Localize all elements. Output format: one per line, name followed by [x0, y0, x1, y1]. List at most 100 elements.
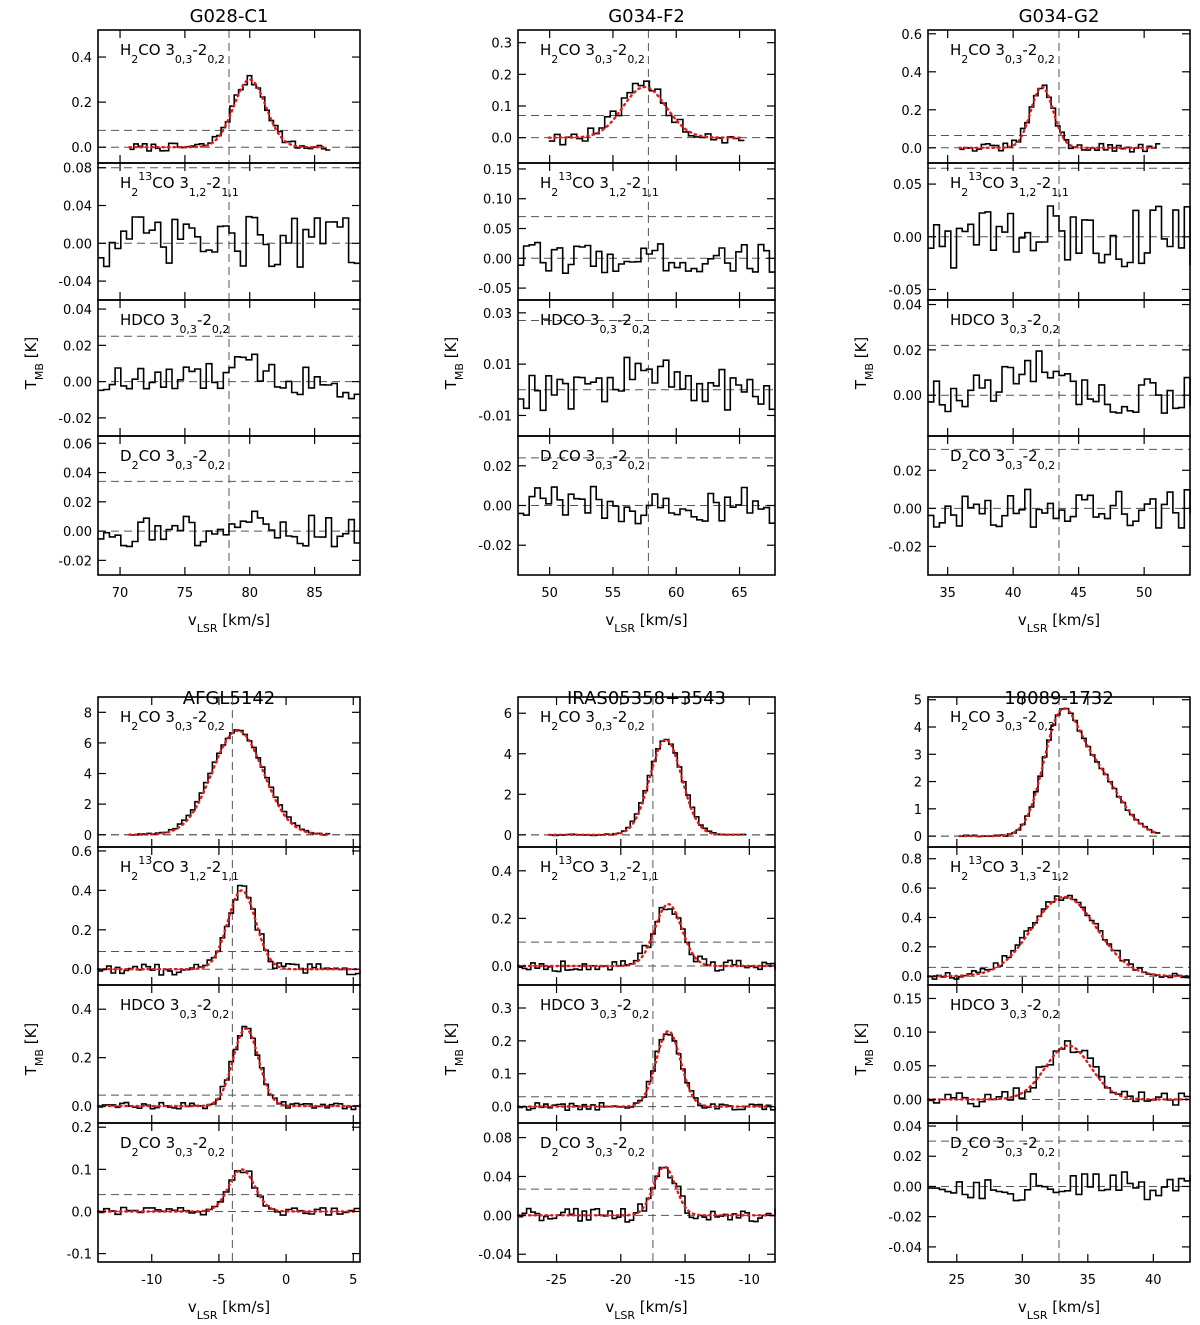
panel-frame	[927, 435, 1191, 576]
y-axis-label: TMB [K]	[852, 1023, 876, 1077]
panel-1: 0 2 4 6 8 H2CO 30,3-20,2	[84, 696, 361, 848]
x-tick-label: 45	[1070, 586, 1087, 601]
panel-2: -0.05 0.00 0.05 H213CO 31,2-21,1	[888, 162, 1191, 301]
molecule-label: H2CO 30,3-20,2	[950, 41, 1055, 66]
molecule-label: HDCO 30,3-20,2	[120, 311, 229, 336]
observed-spectrum	[548, 80, 745, 146]
model-fit	[96, 1168, 360, 1213]
y-tick-label: 0.00	[63, 525, 92, 540]
x-tick-label: -15	[674, 1273, 695, 1288]
y-tick-label: 0.0	[901, 970, 922, 985]
x-tick-label: -25	[546, 1273, 567, 1288]
y-tick-label: 0.10	[483, 193, 512, 208]
y-tick-label: 0.02	[63, 339, 92, 354]
x-tick-label: 85	[306, 586, 323, 601]
x-tick-label: 55	[605, 586, 622, 601]
y-tick-label: 0.00	[893, 1093, 922, 1108]
y-tick-label: 0.00	[893, 1180, 922, 1195]
y-tick-label: 0.15	[893, 992, 922, 1007]
model-fit	[926, 1044, 1192, 1101]
x-tick-label: -5	[212, 1273, 225, 1288]
x-tick-label: 0	[282, 1273, 290, 1288]
panel-4: -0.04 0.00 0.04 0.08 D2CO 30,3-20,2	[478, 1122, 777, 1263]
y-tick-label: 0.2	[491, 68, 512, 83]
y-tick-label: 0.02	[893, 1150, 922, 1165]
y-tick-label: 0.04	[63, 303, 92, 318]
y-tick-label: 0.4	[901, 66, 922, 81]
y-tick-label: 0.00	[63, 237, 92, 252]
y-tick-label: 0.02	[893, 344, 922, 359]
model-fit	[96, 889, 362, 971]
y-tick-label: 0.01	[483, 358, 512, 373]
y-tick-label: 0.00	[63, 376, 92, 391]
y-tick-label: 0.0	[491, 960, 512, 975]
observed-spectrum	[518, 1033, 776, 1111]
y-tick-label: 0.00	[893, 502, 922, 517]
panel-frame	[927, 1122, 1191, 1263]
y-tick-label: -0.02	[58, 554, 92, 569]
molecule-label: H213CO 31,2-21,1	[120, 170, 239, 199]
y-tick-label: 0.00	[483, 500, 512, 515]
molecule-label: H213CO 31,2-21,1	[540, 854, 659, 883]
y-tick-label: 0.04	[483, 1170, 512, 1185]
molecule-label: D2CO 30,3-20,2	[540, 447, 645, 472]
y-tick-label: 0.04	[63, 200, 92, 215]
molecule-label: H2CO 30,3-20,2	[120, 41, 225, 66]
model-fit	[958, 85, 1159, 149]
y-tick-label: 0.8	[901, 853, 922, 868]
observed-spectrum	[98, 510, 360, 548]
y-tick-label: 0.4	[491, 865, 512, 880]
panel-3: 0.0 0.1 0.2 0.3 HDCO 30,3-20,2	[491, 984, 777, 1124]
y-tick-label: 5	[914, 694, 922, 709]
molecule-label: D2CO 30,3-20,2	[540, 1134, 645, 1159]
panel-2: 0.0 0.2 0.4 0.6 0.8 H213CO 31,3-21,2	[901, 846, 1191, 986]
observed-spectrum	[928, 488, 1191, 529]
y-tick-label: 0.2	[71, 96, 92, 111]
y-tick-label: 6	[84, 737, 92, 752]
model-fit	[128, 78, 329, 149]
panel-3: 0.00 0.05 0.10 0.15 HDCO 30,3-20,2	[893, 984, 1192, 1124]
x-tick-label: 65	[731, 586, 748, 601]
panel-4: -0.04 -0.02 0.00 0.02 0.04 D2CO 30,3-20,2	[888, 1120, 1191, 1263]
x-tick-label: 60	[668, 586, 685, 601]
molecule-label: H2CO 30,3-20,2	[540, 41, 645, 66]
observed-spectrum	[959, 84, 1161, 153]
observed-spectrum	[98, 353, 360, 400]
x-tick-label: 50	[1136, 586, 1153, 601]
y-tick-label: 0.4	[901, 911, 922, 926]
y-tick-label: -0.01	[478, 409, 512, 424]
observed-spectrum	[98, 1170, 360, 1216]
panel-1: 0.0 0.1 0.2 0.3 H2CO 30,3-20,2	[491, 29, 776, 164]
y-tick-label: 0.3	[491, 37, 512, 52]
y-tick-label: 4	[84, 768, 92, 783]
y-tick-label: 8	[84, 706, 92, 721]
molecule-label: HDCO 30,3-20,2	[950, 996, 1059, 1021]
panel-frame	[97, 435, 361, 576]
panel-1: 0 1 2 3 4 5 H2CO 30,3-20,2	[914, 694, 1191, 848]
y-axis-label: TMB [K]	[22, 1023, 46, 1077]
y-tick-label: 2	[504, 788, 512, 803]
y-tick-label: 0.2	[71, 924, 92, 939]
panel-2: -0.05 0.00 0.05 0.10 0.15 H213CO 31,2-21,1	[478, 162, 776, 301]
x-axis-label: vLSR [km/s]	[605, 611, 687, 635]
y-tick-label: 0.00	[893, 389, 922, 404]
observed-spectrum	[518, 485, 775, 525]
molecule-label: D2CO 30,3-20,2	[950, 447, 1055, 472]
chart-title: G028-C1	[190, 6, 269, 27]
observed-spectrum	[98, 215, 360, 268]
panel-3: 0.0 0.2 0.4 HDCO 30,3-20,2	[71, 984, 362, 1124]
observed-spectrum	[928, 205, 1191, 269]
y-tick-label: 1	[914, 803, 922, 818]
chart-title: G034-G2	[1019, 6, 1100, 27]
molecule-label: D2CO 30,3-20,2	[120, 447, 225, 472]
y-tick-label: 0.1	[491, 100, 512, 115]
molecule-label: H213CO 31,3-21,2	[950, 854, 1069, 883]
y-tick-label: -0.02	[478, 539, 512, 554]
model-fit	[516, 902, 777, 968]
y-tick-label: -0.04	[58, 275, 92, 290]
x-axis-label: vLSR [km/s]	[605, 1298, 687, 1322]
y-tick-label: 0.06	[63, 437, 92, 452]
y-tick-label: 0	[914, 830, 922, 845]
y-tick-label: -0.02	[888, 540, 922, 555]
